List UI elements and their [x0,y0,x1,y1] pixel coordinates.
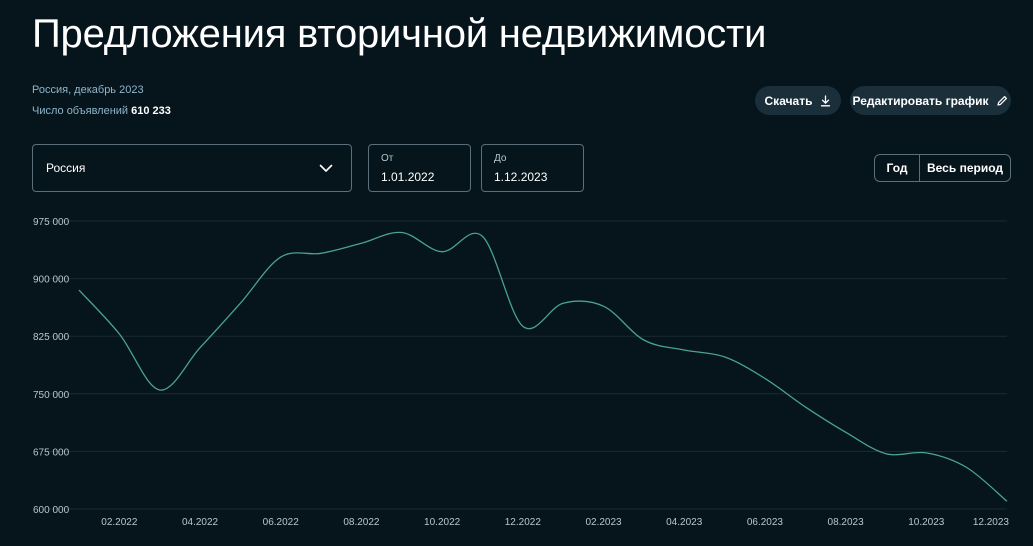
listings-count: Число объявлений 610 233 [32,105,171,117]
series-line [78,231,1008,502]
date-to-field[interactable]: До 1.12.2023 [481,144,584,192]
period-all-button[interactable]: Весь период [927,161,1003,175]
x-tick-label: 10.2023 [908,517,945,528]
chevron-down-icon [319,162,333,176]
x-tick-label: 12.2023 [973,517,1010,528]
x-tick-label: 06.2022 [263,517,300,528]
date-from-label: От [381,153,394,164]
x-tick-label: 04.2022 [182,517,219,528]
offers-line-chart: 600 000 675 000 750 000 825 000 900 000 975 0… [33,217,1010,528]
date-to-label: До [494,153,507,164]
y-tick-label: 600 000 [33,505,70,516]
download-button[interactable]: Скачать [755,86,841,115]
period-year-button[interactable]: Год [875,155,920,181]
date-from-value: 1.01.2022 [381,170,435,184]
listings-count-label: Число объявлений [32,105,129,117]
listings-count-value: 610 233 [131,105,171,117]
y-tick-label: 975 000 [33,217,70,228]
region-select[interactable]: Россия [32,144,352,192]
edit-chart-button[interactable]: Редактировать график [850,86,1011,115]
y-tick-label: 900 000 [33,275,70,286]
y-tick-label: 825 000 [33,332,70,343]
y-tick-label: 675 000 [33,447,70,458]
region-period-subtitle: Россия, декабрь 2023 [32,84,144,96]
x-tick-label: 10.2022 [424,517,461,528]
download-button-label: Скачать [764,93,813,108]
y-tick-label: 750 000 [33,390,70,401]
x-tick-label: 08.2023 [828,517,865,528]
region-select-value: Россия [46,161,86,175]
x-tick-label: 06.2023 [747,517,784,528]
page-title: Предложения вторичной недвижимости [32,12,767,56]
period-toggle: Год Весь период [874,154,1011,182]
download-icon [820,94,831,107]
pencil-icon [996,95,1008,107]
x-tick-label: 12.2022 [505,517,542,528]
date-to-value: 1.12.2023 [494,170,548,184]
date-from-field[interactable]: От 1.01.2022 [368,144,471,192]
x-tick-label: 04.2023 [666,517,703,528]
x-tick-label: 08.2022 [343,517,380,528]
x-tick-label: 02.2023 [585,517,622,528]
edit-chart-button-label: Редактировать график [852,93,989,108]
x-tick-label: 02.2022 [101,517,138,528]
